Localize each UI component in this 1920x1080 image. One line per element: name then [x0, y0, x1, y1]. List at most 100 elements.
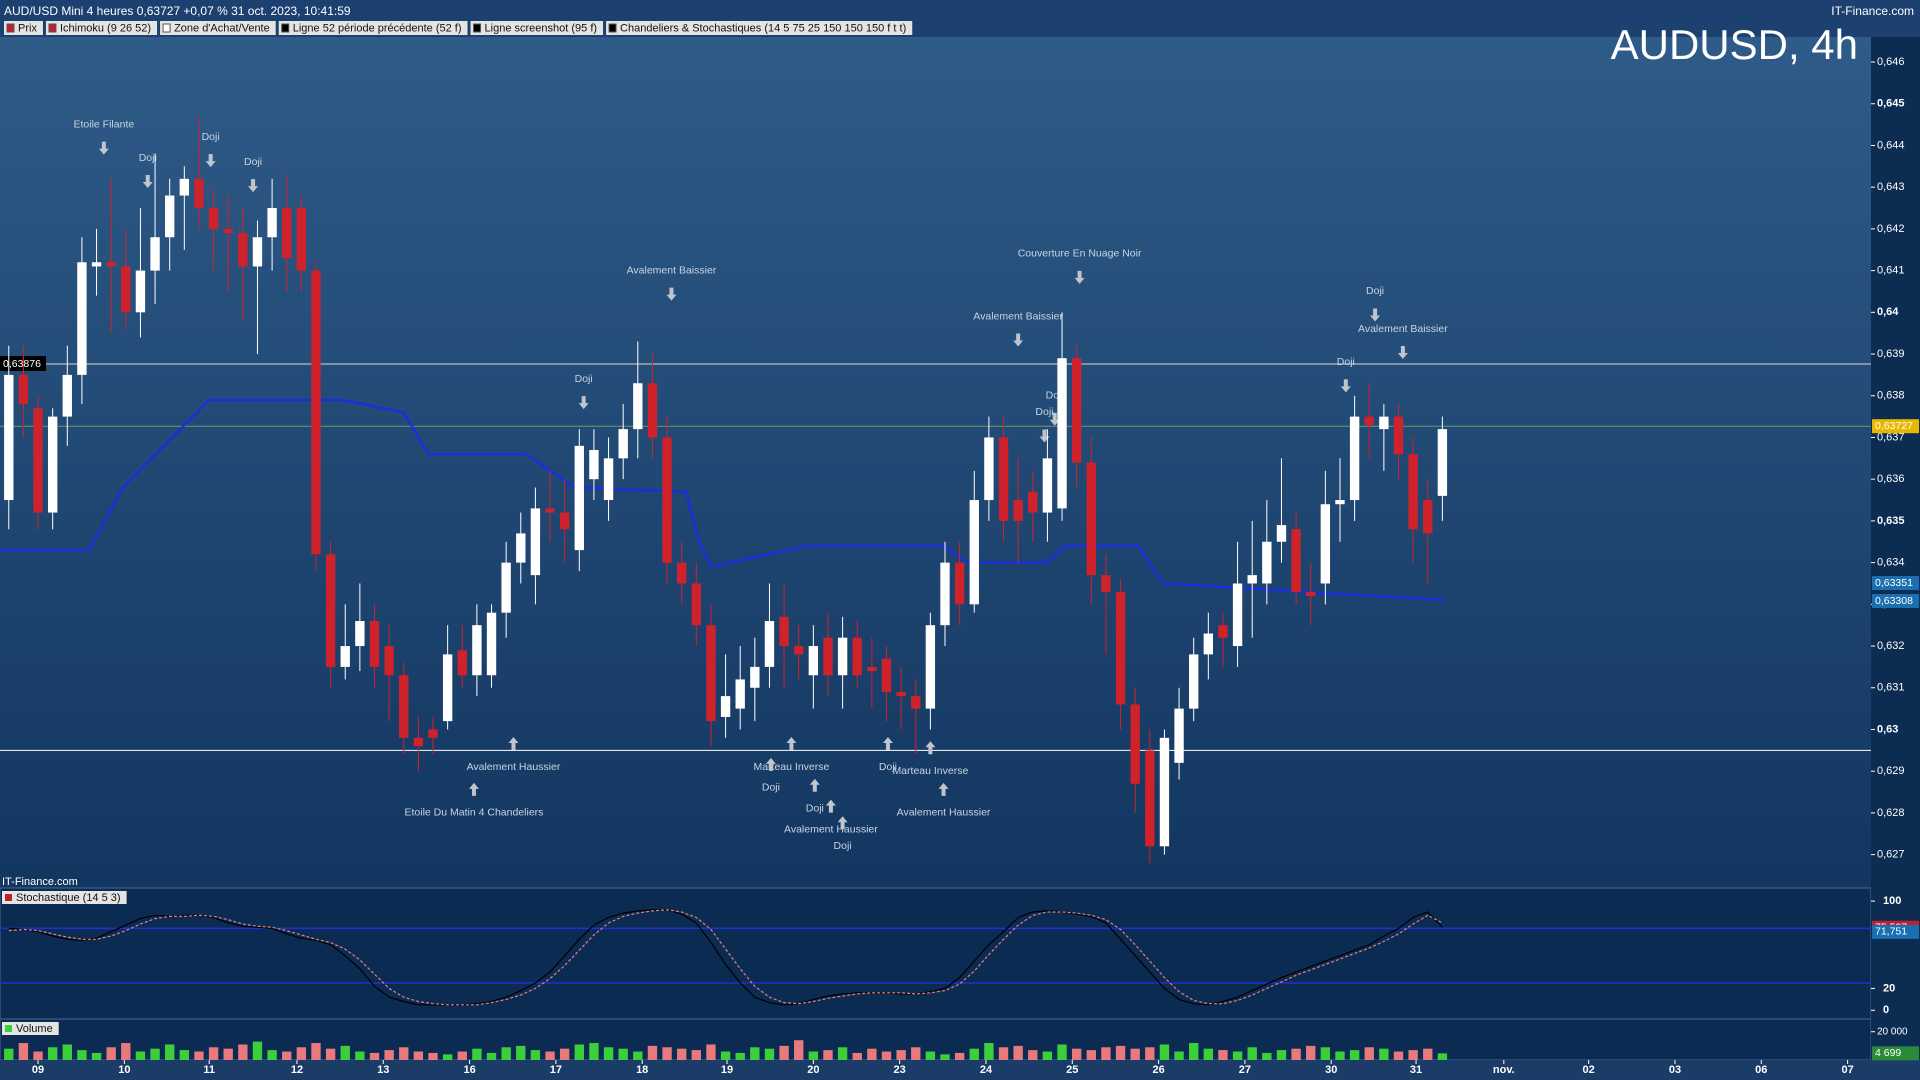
panel-title-bg: [2, 1022, 59, 1035]
x-tick-label: 30: [1325, 1064, 1337, 1076]
candle-body: [223, 228, 233, 234]
candle-body: [823, 637, 833, 676]
candle-body: [91, 262, 102, 267]
volume-bar: [1042, 1051, 1053, 1060]
candle-body: [208, 208, 219, 229]
x-tick-label: 13: [377, 1064, 389, 1076]
candle-body: [633, 383, 643, 430]
volume-bar: [677, 1048, 687, 1060]
volume-bar: [121, 1043, 131, 1060]
candle-body: [662, 437, 672, 563]
value-tag: [1872, 1046, 1919, 1061]
value-tag: [1872, 419, 1919, 434]
volume-bar: [1203, 1048, 1214, 1060]
candle-body: [1437, 429, 1448, 496]
y-tick-label: 0,645: [1877, 98, 1905, 110]
volume-bar: [194, 1051, 204, 1060]
legend-swatch: [48, 23, 57, 33]
y-tick-label: 0,643: [1877, 181, 1905, 193]
volume-bar: [165, 1044, 175, 1060]
candle-body: [399, 675, 409, 738]
volume-bar: [603, 1047, 614, 1060]
volume-bar: [706, 1044, 716, 1060]
watermark: IT-Finance.com: [2, 876, 78, 888]
legend-swatch: [6, 23, 15, 33]
volume-bar: [735, 1052, 745, 1060]
volume-bar: [4, 1048, 14, 1060]
pattern-arrow: [1340, 379, 1351, 393]
pattern-label: Avalement Haussier: [467, 761, 561, 773]
legend-swatch: [162, 23, 171, 33]
candle-body: [1349, 416, 1360, 501]
volume-bar: [1364, 1047, 1374, 1060]
pattern-label: Avalement Baissier: [627, 264, 717, 276]
volume-bar: [282, 1051, 292, 1060]
volume-bar: [720, 1051, 731, 1060]
candle-body: [33, 408, 43, 513]
candle-body: [881, 658, 892, 692]
volume-bar: [1408, 1050, 1418, 1060]
y-tick-label: 20: [1883, 982, 1895, 994]
panel-title-bg: [2, 891, 127, 904]
candle-body: [998, 437, 1009, 521]
volume-bar: [47, 1047, 58, 1060]
volume-bar: [413, 1051, 424, 1060]
candle-body: [472, 625, 482, 676]
value-tag: [1872, 593, 1919, 608]
candle-body: [1247, 575, 1257, 584]
candle-body: [1028, 491, 1038, 513]
x-tick-label: 11: [203, 1064, 215, 1076]
volume-bar: [1320, 1047, 1331, 1060]
pattern-arrow: [837, 816, 848, 830]
candle-body: [1159, 737, 1170, 847]
volume-panel: [0, 1018, 1872, 1061]
volume-bar: [1393, 1051, 1404, 1060]
volume-bar: [1349, 1050, 1360, 1060]
volume-bar: [545, 1051, 555, 1060]
panel-swatch: [5, 894, 12, 901]
y-tick-label: 0,635: [1877, 515, 1905, 527]
pattern-arrow: [205, 154, 216, 168]
y-tick-label: 0,636: [1877, 473, 1905, 485]
candle-body: [764, 621, 775, 667]
y-axis-bg: [1871, 37, 1920, 1060]
panel-title: Stochastique (14 5 3): [16, 892, 121, 904]
volume-bar: [940, 1054, 950, 1060]
pattern-label: Avalement Baissier: [973, 310, 1063, 322]
legend-swatch: [473, 23, 482, 33]
x-tick-label: 26: [1152, 1064, 1164, 1076]
pattern-arrow: [882, 737, 893, 751]
volume-bar: [618, 1048, 628, 1060]
volume-bar: [62, 1044, 72, 1060]
candle-body: [911, 696, 921, 709]
volume-bar: [1071, 1048, 1082, 1060]
candle-body: [1320, 504, 1331, 584]
volume-bar: [1423, 1048, 1433, 1060]
value-tag: [1872, 576, 1919, 591]
x-tick-label: 06: [1755, 1064, 1767, 1076]
pattern-label: Doji: [806, 803, 824, 815]
candle-body: [1423, 500, 1433, 534]
volume-bar: [823, 1050, 833, 1060]
pattern-arrow: [578, 396, 589, 410]
candle-body: [77, 262, 87, 375]
candle-body: [618, 429, 628, 459]
volume-bar: [501, 1047, 511, 1060]
candle-body: [677, 562, 687, 584]
volume-bar: [33, 1051, 43, 1060]
candle-body: [603, 458, 614, 501]
header-info: AUD/USD Mini 4 heures 0,63727 +0,07 % 31…: [4, 4, 351, 18]
candle-body: [1013, 500, 1023, 521]
volume-bar: [1101, 1047, 1111, 1060]
volume-bar: [516, 1045, 526, 1060]
y-tick-label: 0,629: [1877, 765, 1905, 777]
volume-bar: [267, 1050, 277, 1060]
candle-body: [852, 637, 862, 676]
pattern-label: Marteau Inverse: [753, 761, 829, 773]
volume-bar: [1437, 1053, 1448, 1060]
value-tag: [1872, 924, 1919, 939]
volume-bar: [969, 1048, 979, 1060]
candle-body: [1393, 416, 1404, 455]
pattern-label: Doji: [762, 782, 780, 794]
candle-body: [1174, 708, 1184, 763]
